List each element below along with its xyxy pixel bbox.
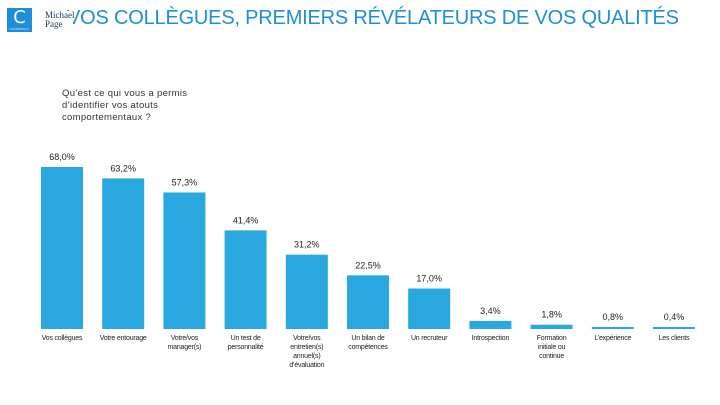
bar-1 — [102, 178, 145, 329]
bar-5 — [347, 275, 389, 329]
bar-6 — [408, 288, 451, 329]
category-label-1: Votre entourage — [100, 335, 147, 342]
logo-letter: C — [13, 7, 26, 28]
bar-3 — [224, 230, 267, 329]
bar-9 — [591, 327, 634, 329]
category-label-8: Formation initiale ou continue — [537, 335, 567, 360]
partner-logo-line2: Page — [45, 19, 63, 29]
data-label-1: 63,2% — [110, 163, 136, 173]
category-label-5: Un bilan de compétences — [348, 335, 388, 351]
category-label-6: Un recruteur — [411, 335, 448, 342]
partner-logo-line1: Michael — [45, 10, 75, 20]
bar-4 — [285, 254, 328, 329]
category-label-9: L’expérience — [594, 335, 631, 342]
data-label-0: 68,0% — [49, 152, 75, 162]
data-label-10: 0,4% — [664, 312, 685, 322]
category-label-7: Introspection — [472, 335, 510, 342]
data-label-3: 41,4% — [233, 215, 259, 225]
cadremploi-logo: C CADREMPLOI — [7, 8, 32, 32]
bar-8 — [530, 324, 573, 329]
category-label-10: Les clients — [659, 335, 691, 342]
category-label-0: Vos collègues — [42, 335, 83, 342]
category-label-3: Un test de personnalité — [228, 335, 264, 351]
data-label-7: 3,4% — [480, 306, 501, 316]
data-label-2: 57,3% — [172, 177, 198, 187]
partner-logo: Michael Page — [45, 10, 75, 29]
data-label-9: 0,8% — [603, 312, 624, 322]
survey-question: Qu’est ce qui vous a permis d’identifier… — [62, 88, 188, 123]
logo-small-text: CADREMPLOI — [9, 27, 29, 31]
data-label-6: 17,0% — [416, 274, 442, 284]
category-label-2: Votre/vos manager(s) — [168, 335, 202, 351]
bar-0 — [41, 167, 83, 329]
category-label-4: Votre/vos entretien(s) annuel(s) d’évaluati… — [289, 335, 324, 369]
data-label-8: 1,8% — [541, 310, 562, 320]
page-title: VOS COLLÈGUES, PREMIERS RÉVÉLATEURS DE V… — [67, 7, 679, 29]
bar-10 — [653, 327, 695, 329]
bar-2 — [163, 192, 206, 329]
data-label-5: 22,5% — [355, 260, 381, 270]
bar-7 — [469, 320, 512, 329]
data-label-4: 31,2% — [294, 240, 320, 250]
